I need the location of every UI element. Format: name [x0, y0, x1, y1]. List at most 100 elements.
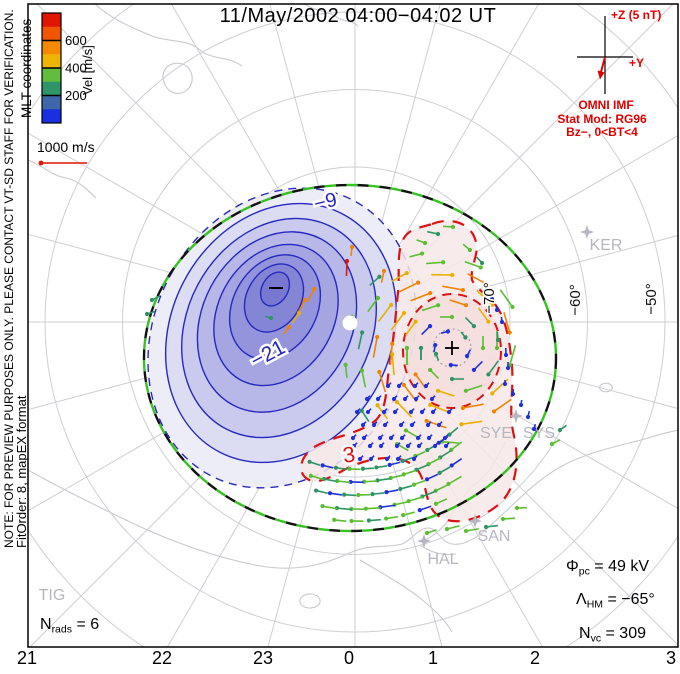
velocity-vector-tail — [450, 441, 463, 451]
imf-model-label: Stat Mod: RG96 — [557, 112, 647, 126]
velocity-vector-dot — [365, 409, 371, 415]
velocity-vector-dot — [377, 369, 382, 375]
mlt-axis-label: 3 — [666, 648, 676, 668]
velocity-vector-tail — [409, 252, 423, 258]
velocity-vector-dot — [395, 456, 401, 462]
radar-station-icon — [417, 534, 431, 548]
velocity-vector-tail — [410, 292, 431, 302]
colorbar-segment — [42, 68, 61, 83]
velocity-vector-dot — [387, 462, 392, 467]
velocity-vector-dot — [377, 274, 382, 279]
velocity-vector-dot — [389, 302, 394, 307]
velocity-vector-dot — [464, 353, 470, 359]
velocity-vector-dot — [349, 244, 355, 250]
velocity-vector-tail — [310, 475, 324, 481]
velocity-vector-tail — [398, 281, 419, 293]
velocity-vector-dot — [427, 323, 433, 329]
stat-value: = 309 — [601, 625, 646, 642]
velocity-vector-dot — [327, 491, 333, 496]
velocity-vector-dot — [404, 270, 409, 276]
coastline — [28, 159, 97, 199]
velocity-vector-dot — [377, 435, 383, 441]
velocity-vector-dot — [401, 382, 407, 388]
mlt-axis-label: 1 — [428, 648, 438, 668]
velocity-vector-dot — [413, 319, 418, 324]
velocity-vector-dot — [460, 405, 465, 411]
stat-subscript: HM — [587, 599, 603, 611]
velocity-vector-tail — [404, 321, 417, 336]
velocity-vector-dot — [443, 443, 449, 449]
imf-source-label: OMNI IMF — [578, 98, 633, 112]
latitude-labels: −70° −60° −50° — [480, 281, 662, 317]
colorbar-segment — [42, 95, 61, 110]
velocity-vector-dot — [531, 426, 537, 432]
velocity-vector-tail — [394, 500, 410, 506]
velocity-vector-dot — [342, 492, 347, 497]
pole-marker-dot — [342, 315, 358, 331]
velocity-vector-tail — [322, 505, 338, 510]
stat-subscript: pc — [579, 566, 590, 578]
imf-z-label: +Z (5 nT) — [611, 8, 661, 22]
velocity-vector-tail — [464, 260, 482, 269]
velocity-vector-dot — [486, 319, 491, 324]
side-note-preview-warning: NOTE: FOR PREVIEW PURPOSES ONLY. PLEASE … — [2, 9, 16, 548]
velocity-vector-tail — [377, 477, 391, 482]
velocity-vector-dot — [425, 422, 431, 428]
velocity-vector-dot — [392, 409, 398, 415]
velocity-vector-dot — [416, 443, 422, 449]
velocity-vector-dot — [518, 402, 524, 408]
velocity-vector-dot — [368, 456, 374, 462]
mlt-meridian — [429, 341, 678, 410]
velocity-vector-dot — [356, 492, 361, 498]
radar-station-label: TIG — [39, 587, 66, 604]
velocity-vector-dot — [502, 381, 508, 387]
velocity-vector-dot — [388, 435, 394, 441]
velocity-vector-dot — [333, 465, 339, 470]
mlt-meridian — [409, 4, 674, 268]
imf-vector-arrowhead — [597, 70, 605, 80]
imf-condition-label: Bz−, 0<BT<4 — [566, 125, 638, 139]
velocity-vector-dot — [483, 285, 489, 291]
velocity-vector-dot — [432, 443, 438, 449]
reference-vector-label: 1000 m/s — [37, 139, 95, 155]
velocity-vector-tail — [403, 469, 417, 476]
velocity-vector-dot — [467, 247, 473, 253]
velocity-vector-dot — [394, 443, 400, 449]
velocity-vector-dot — [486, 372, 491, 377]
colorbar-segment — [42, 13, 61, 28]
velocity-vector-dot — [394, 399, 400, 405]
velocity-vector-tail — [408, 496, 424, 502]
velocity-vector-dot — [411, 482, 416, 487]
velocity-vector-tail — [390, 474, 404, 479]
velocity-vector-dot — [343, 362, 348, 367]
coastline — [599, 382, 613, 393]
velocity-vector-dot — [384, 516, 389, 521]
velocity-vector-dot — [390, 352, 395, 357]
velocity-vector-dot — [435, 303, 441, 308]
velocity-vector-tail — [449, 299, 467, 306]
velocity-vector-dot — [449, 463, 454, 468]
velocity-vector-dot — [433, 342, 438, 348]
mlt-meridian — [421, 134, 678, 284]
velocity-vector-dot — [416, 280, 421, 285]
velocity-vector-dot — [364, 396, 370, 402]
stat-subscript: vc — [591, 633, 602, 645]
velocity-vector-dot — [441, 260, 446, 265]
velocity-vector-tail — [426, 261, 444, 265]
velocity-vector-dot — [378, 443, 384, 449]
hmb-black-dashes — [142, 183, 558, 533]
radar-station-icon — [580, 225, 594, 239]
velocity-vector-tail — [345, 260, 348, 277]
mlt-axis-labels: 21 22 23 0 1 2 3 — [17, 648, 676, 668]
velocity-vector-dot — [423, 383, 429, 389]
velocity-vector-dot — [308, 473, 313, 478]
stat-nvc: Nvc = 309 — [579, 625, 646, 645]
velocity-vector-dot — [401, 512, 406, 518]
stat-symbol: Φ — [566, 558, 579, 575]
velocity-vector-tail — [377, 304, 392, 323]
velocity-vector-tail — [364, 480, 378, 483]
velocity-vector-dot — [398, 486, 403, 492]
stat-hm: ΛHM = −65° — [576, 591, 655, 611]
stat-value: = 49 kV — [590, 558, 649, 575]
